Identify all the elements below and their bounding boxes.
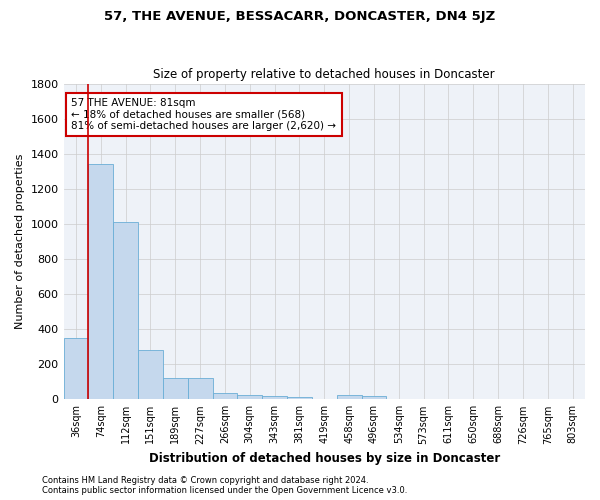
Bar (163, 378, 188, 400)
Text: 57, THE AVENUE, BESSACARR, DONCASTER, DN4 5JZ: 57, THE AVENUE, BESSACARR, DONCASTER, DN… (104, 10, 496, 23)
Bar (212, 393, 238, 400)
Bar (262, 396, 287, 400)
Bar (287, 396, 312, 400)
Bar (64, 338, 88, 400)
Bar (337, 395, 362, 400)
Bar (138, 350, 163, 400)
Bar (88, 164, 113, 400)
Bar (113, 222, 138, 400)
Y-axis label: Number of detached properties: Number of detached properties (15, 154, 25, 329)
Bar (238, 395, 262, 400)
Title: Size of property relative to detached houses in Doncaster: Size of property relative to detached ho… (154, 68, 495, 81)
Text: Contains HM Land Registry data © Crown copyright and database right 2024.
Contai: Contains HM Land Registry data © Crown c… (42, 476, 407, 495)
Bar (362, 396, 386, 400)
Text: 57 THE AVENUE: 81sqm
← 18% of detached houses are smaller (568)
81% of semi-deta: 57 THE AVENUE: 81sqm ← 18% of detached h… (71, 98, 337, 131)
Bar (188, 378, 212, 400)
X-axis label: Distribution of detached houses by size in Doncaster: Distribution of detached houses by size … (149, 452, 500, 465)
